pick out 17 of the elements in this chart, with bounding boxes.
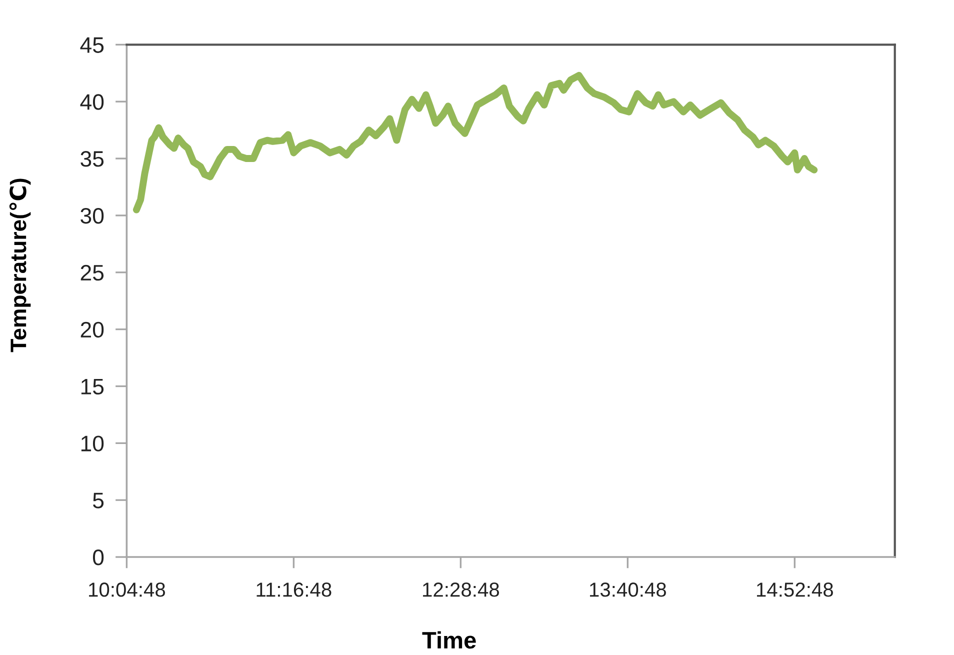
x-tick-label: 13:40:48 bbox=[590, 582, 666, 597]
y-axis-title: Temperature(℃) bbox=[9, 178, 31, 352]
y-tick-label: 20 bbox=[80, 322, 104, 338]
x-tick-label: 11:16:48 bbox=[256, 582, 332, 597]
y-tick-label: 45 bbox=[80, 37, 104, 53]
y-tick-label: 15 bbox=[81, 378, 104, 395]
y-tick-label: 5 bbox=[93, 492, 104, 508]
y-tick-label: 25 bbox=[80, 264, 104, 281]
x-axis-title: Time bbox=[422, 631, 476, 649]
y-tick-label: 35 bbox=[80, 151, 104, 167]
y-tick-label: 0 bbox=[92, 550, 104, 566]
y-tick-label: 30 bbox=[80, 208, 104, 224]
x-tick-label: 14:52:48 bbox=[757, 582, 833, 597]
y-tick-label: 10 bbox=[81, 436, 104, 452]
y-tick-label: 40 bbox=[80, 94, 104, 110]
x-tick-label: 10:04:48 bbox=[89, 582, 166, 597]
x-tick-label: 12:28:48 bbox=[423, 582, 499, 597]
